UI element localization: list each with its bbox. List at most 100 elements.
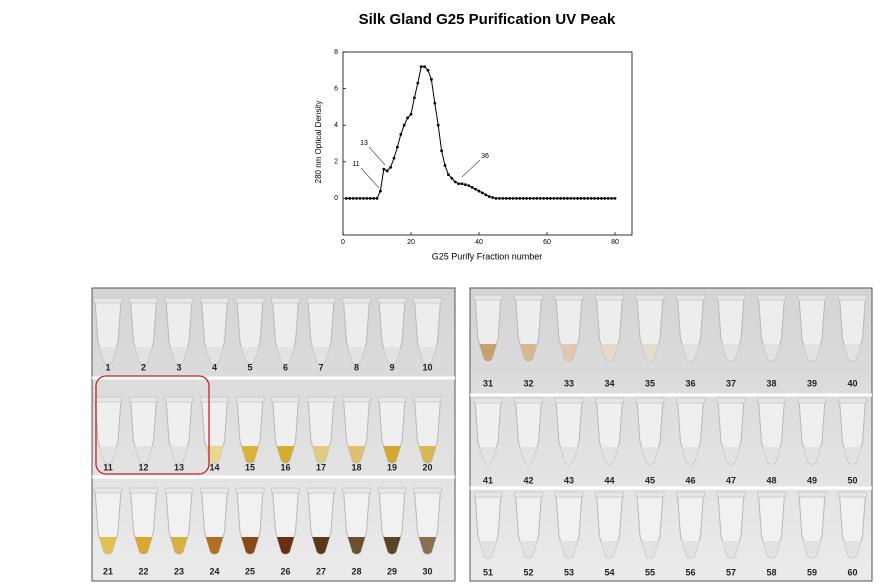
tube-cap-rim xyxy=(473,491,503,498)
tube-label: 8 xyxy=(354,362,359,372)
tube-liquid xyxy=(312,446,330,463)
tube-liquid xyxy=(762,344,781,361)
tube-liquid xyxy=(170,537,188,554)
data-point xyxy=(545,197,549,200)
data-point xyxy=(413,96,416,100)
data-point xyxy=(460,182,464,186)
tube-liquid xyxy=(843,447,862,464)
tube-label: 52 xyxy=(523,567,533,577)
annotation-arrow xyxy=(461,159,481,178)
tube-liquid xyxy=(681,447,700,464)
tube-liquid xyxy=(519,344,538,361)
tube-label: 11 xyxy=(103,462,113,472)
tube-label: 50 xyxy=(847,475,857,485)
tube-label: 41 xyxy=(483,475,493,485)
data-point xyxy=(399,132,403,136)
plot-frame xyxy=(342,51,633,236)
tube-cap-rim xyxy=(797,397,827,404)
tube-label: 47 xyxy=(726,475,736,485)
tube-cap-rim xyxy=(676,294,705,301)
tube-cap-rim xyxy=(164,396,194,403)
data-point xyxy=(528,197,532,200)
tube-label: 49 xyxy=(807,475,817,485)
tube-liquid xyxy=(722,447,740,464)
tube-label: 31 xyxy=(483,378,493,388)
tube-liquid xyxy=(600,344,619,361)
tube-liquid xyxy=(170,446,188,463)
data-point xyxy=(368,197,372,200)
tube-cap-rim xyxy=(93,396,123,403)
data-point xyxy=(576,197,579,200)
tube-liquid xyxy=(479,344,497,361)
data-point xyxy=(508,197,511,200)
tube-cap-rim xyxy=(413,297,442,304)
tube-liquid xyxy=(681,541,700,558)
tube-cap-rim xyxy=(271,487,300,494)
tube-liquid xyxy=(383,537,401,554)
data-point xyxy=(392,156,396,160)
tube-liquid xyxy=(241,347,259,364)
data-point xyxy=(433,101,437,105)
tube-liquid xyxy=(722,344,740,361)
tube-label: 12 xyxy=(138,462,148,472)
data-point xyxy=(436,123,440,127)
data-point xyxy=(389,165,392,169)
tube-liquid xyxy=(134,446,153,463)
data-point xyxy=(555,197,559,200)
tube-liquid xyxy=(134,537,153,554)
tube-label: 16 xyxy=(280,462,290,472)
tube-liquid xyxy=(418,347,437,364)
data-point xyxy=(375,197,379,200)
y-tick-label: 4 xyxy=(334,122,338,129)
data-point xyxy=(538,197,542,200)
data-point xyxy=(579,197,583,200)
tube-cap-rim xyxy=(838,294,867,301)
tube-cap-rim xyxy=(716,397,746,404)
tube-label: 34 xyxy=(604,378,614,388)
data-line xyxy=(346,66,615,199)
data-point xyxy=(525,197,528,200)
tube-liquid xyxy=(99,446,117,463)
tube-liquid xyxy=(312,537,330,554)
data-point xyxy=(477,189,481,193)
tube-label: 51 xyxy=(483,567,493,577)
tube-cap-rim xyxy=(200,396,229,403)
tube-liquid xyxy=(347,537,366,554)
data-point xyxy=(416,81,420,85)
data-point xyxy=(423,65,426,69)
tube-liquid xyxy=(803,447,821,464)
data-point xyxy=(498,197,501,200)
tube-liquid xyxy=(681,344,700,361)
tube-label: 56 xyxy=(685,567,695,577)
data-point xyxy=(484,193,488,197)
tube-label: 40 xyxy=(847,378,857,388)
x-tick-label: 60 xyxy=(543,239,551,246)
tube-label: 42 xyxy=(523,475,533,485)
tube-label: 5 xyxy=(247,362,252,372)
data-point xyxy=(501,197,505,200)
x-tick-label: 80 xyxy=(611,239,619,246)
tube-liquid xyxy=(276,347,295,364)
tube-label: 2 xyxy=(141,362,146,372)
data-point xyxy=(453,180,457,184)
tube-cap-rim xyxy=(200,487,229,494)
tube-cap-rim xyxy=(342,396,371,403)
tube-liquid xyxy=(418,537,437,554)
data-point xyxy=(494,197,498,200)
tube-label: 43 xyxy=(564,475,574,485)
data-point xyxy=(365,197,369,200)
highlight-box xyxy=(95,375,210,475)
tube-label: 44 xyxy=(604,475,614,485)
tube-label: 22 xyxy=(138,566,148,576)
tube-cap-rim xyxy=(514,294,543,301)
tube-cap-rim xyxy=(164,297,194,304)
tube-cap-rim xyxy=(200,297,229,304)
tube-label: 1 xyxy=(105,362,110,372)
data-point xyxy=(443,164,447,167)
x-tick-label: 0 xyxy=(341,239,345,246)
tube-cap-rim xyxy=(676,491,705,498)
tube-label: 55 xyxy=(645,567,655,577)
tube-liquid xyxy=(843,541,862,558)
